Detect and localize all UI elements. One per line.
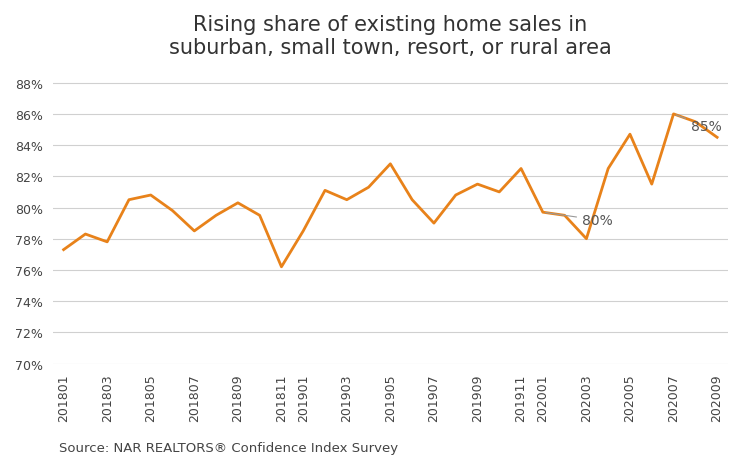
Text: 85%: 85% — [676, 116, 721, 134]
Text: Source: NAR REALTORS® Confidence Index Survey: Source: NAR REALTORS® Confidence Index S… — [59, 442, 398, 454]
Title: Rising share of existing home sales in
suburban, small town, resort, or rural ar: Rising share of existing home sales in s… — [169, 15, 611, 58]
Text: 80%: 80% — [545, 213, 613, 228]
